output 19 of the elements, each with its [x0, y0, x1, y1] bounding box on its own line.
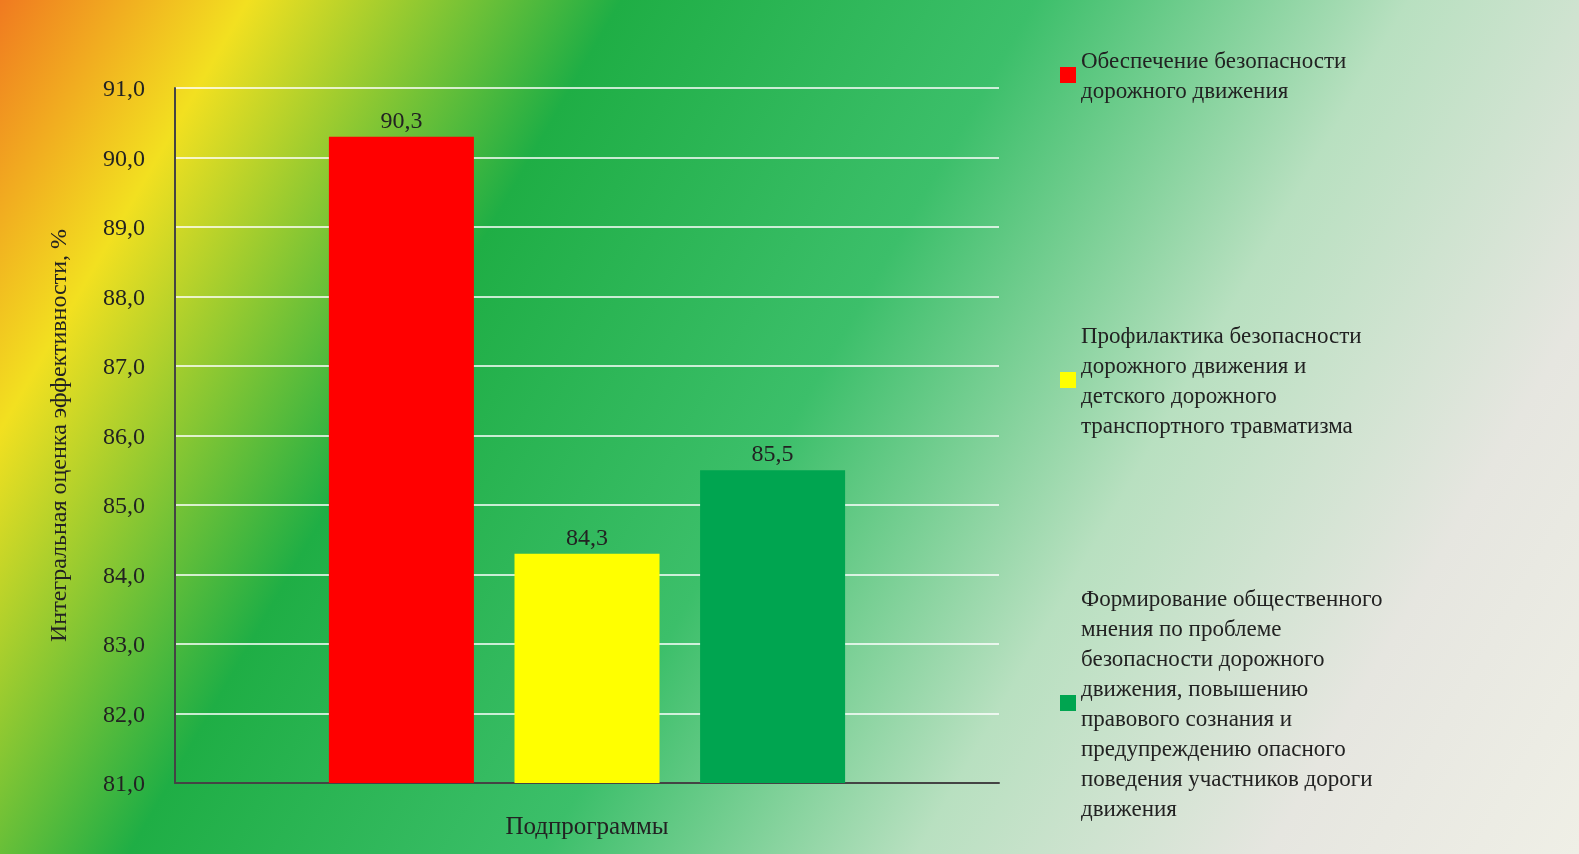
y-tick-label: 89,0 — [103, 214, 145, 240]
data-label: 84,3 — [566, 523, 608, 550]
data-label: 90,3 — [380, 106, 423, 133]
y-axis-title: Интегральная оценка эффективности, % — [45, 229, 71, 642]
legend-label: Обеспечение безопасности дорожного движения — [1081, 47, 1347, 103]
y-tick-label: 84,0 — [103, 561, 145, 588]
y-tick-label: 91,0 — [103, 75, 145, 101]
y-tick-label: 88,0 — [103, 283, 145, 310]
legend-label: Профилактика безопасности дорожного движения и детского дорожного транспортного травматизма — [1081, 322, 1362, 438]
data-label: 85,5 — [751, 440, 794, 467]
x-axis-title: Подпрограммы — [505, 812, 669, 839]
y-tick-label: 86,0 — [103, 422, 145, 449]
y-tick-label: 87,0 — [103, 353, 145, 379]
y-tick-label: 83,0 — [103, 631, 145, 657]
legend-label: Формирование общественного мнения по проблеме безопасности дорожного движения, повышению правового сознания и предупреждению опасного поведения участников дороги движения — [1081, 585, 1383, 821]
y-tick-label: 85,0 — [103, 492, 145, 518]
y-tick-label: 82,0 — [103, 700, 145, 727]
y-tick-label: 90,0 — [103, 144, 145, 171]
y-tick-label: 81,0 — [103, 770, 145, 796]
